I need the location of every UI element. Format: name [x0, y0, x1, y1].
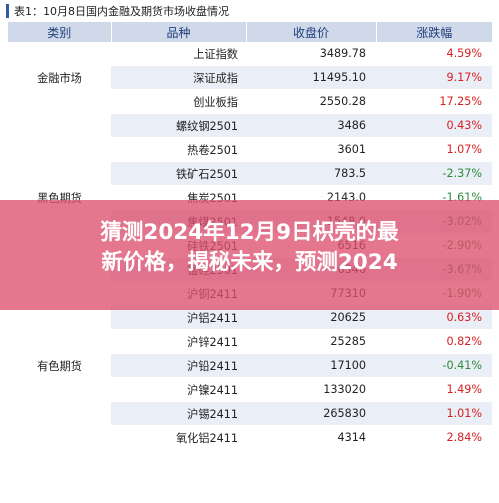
change-cell: -0.41%: [376, 353, 492, 378]
name-cell: 上证指数: [111, 42, 246, 66]
table-row: 创业板指 2550.28 17.25%: [8, 89, 492, 114]
table-row: 沪铅2411 17100 -0.41%: [8, 353, 492, 378]
name-cell: 氧化铝2411: [111, 425, 246, 450]
price-cell: 783.5: [246, 161, 376, 186]
header-change: 涨跌幅: [376, 22, 492, 42]
table-row: 铁矿石2501 783.5 -2.37%: [8, 161, 492, 186]
price-cell: 4314: [246, 425, 376, 450]
table-row: 黑色期货 螺纹钢2501 3486 0.43%: [8, 113, 492, 282]
price-cell: 2550.28: [246, 89, 376, 114]
header-price: 收盘价: [246, 22, 377, 42]
change-cell: 4.59%: [376, 42, 492, 66]
header-category: 类别: [8, 22, 112, 42]
name-cell: 螺纹钢2501: [111, 113, 246, 138]
price-cell: 3601: [246, 137, 376, 162]
table-row: 深证成指 11495.10 9.17%: [8, 65, 492, 90]
name-cell: 热卷2501: [111, 137, 246, 162]
price-cell: 133020: [246, 377, 376, 402]
change-cell: 1.49%: [376, 377, 492, 402]
headline-banner: [0, 200, 499, 310]
name-cell: 沪锡2411: [111, 401, 246, 426]
price-cell: 11495.10: [246, 65, 376, 90]
headline-line-2: 新价格，揭秘未来，预测2024: [101, 250, 398, 275]
table-row: 沪锌2411 25285 0.82%: [8, 329, 492, 354]
price-cell: 3486: [246, 113, 376, 138]
price-cell: 25285: [246, 329, 376, 354]
change-cell: 0.43%: [376, 113, 492, 138]
title-accent-bar: [6, 4, 9, 18]
change-cell: 1.01%: [376, 401, 492, 426]
name-cell: 创业板指: [111, 89, 246, 114]
headline-text: 猜测2024年12月9日枳壳的最 新价格，揭秘未来，预测2024: [0, 218, 499, 278]
table-row: 金融市场 上证指数 3489.78 4.59%: [8, 42, 492, 114]
change-cell: 0.82%: [376, 329, 492, 354]
change-cell: -2.37%: [376, 161, 492, 186]
name-cell: 沪锌2411: [111, 329, 246, 354]
name-cell: 沪镍2411: [111, 377, 246, 402]
change-cell: 1.07%: [376, 137, 492, 162]
name-cell: 沪铅2411: [111, 353, 246, 378]
change-cell: 2.84%: [376, 425, 492, 450]
table-row: 热卷2501 3601 1.07%: [8, 137, 492, 162]
headline-line-1: 猜测2024年12月9日枳壳的最: [100, 220, 399, 245]
category-cell: 金融市场: [8, 42, 111, 114]
change-cell: 17.25%: [376, 89, 492, 114]
price-cell: 17100: [246, 353, 376, 378]
table-row: 沪镍2411 133020 1.49%: [8, 377, 492, 402]
table-row: 沪锡2411 265830 1.01%: [8, 401, 492, 426]
table-title-bar: 表1：10月8日国内金融及期货市场收盘情况: [0, 0, 499, 22]
table-title: 表1：10月8日国内金融及期货市场收盘情况: [14, 5, 229, 18]
change-cell: 9.17%: [376, 65, 492, 90]
name-cell: 深证成指: [111, 65, 246, 90]
price-cell: 3489.78: [246, 42, 376, 66]
table-header-row: 类别 品种 收盘价 涨跌幅: [8, 22, 492, 42]
header-name: 品种: [111, 22, 247, 42]
price-cell: 265830: [246, 401, 376, 426]
table-row: 氧化铝2411 4314 2.84%: [8, 425, 492, 450]
name-cell: 铁矿石2501: [111, 161, 246, 186]
